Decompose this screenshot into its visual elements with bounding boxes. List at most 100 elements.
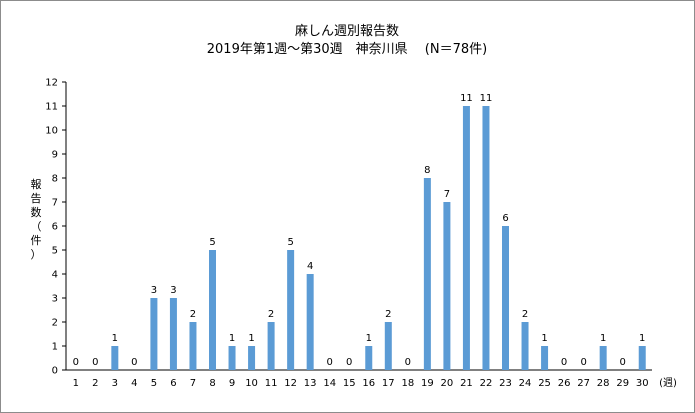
data-label: 0 <box>405 357 411 368</box>
y-tick-label: 9 <box>52 150 58 161</box>
data-label: 0 <box>327 357 333 368</box>
x-axis-ticks: 1 2 3 4 5 6 7 8 9 10 11 12 13 14 15 16 17 18 19 20 21 22 23 24 2… <box>73 378 649 389</box>
data-label: 0 <box>131 357 137 368</box>
x-tick-label: 7 <box>190 378 196 389</box>
data-label: 1 <box>112 333 118 344</box>
bar <box>443 202 451 370</box>
data-label: 1 <box>229 333 235 344</box>
bar <box>384 322 392 370</box>
x-tick-label: 28 <box>597 378 610 389</box>
chart-title: 麻しん週別報告数 <box>295 24 399 39</box>
chart-subtitle: 2019年第1週～第30週 神奈川県 (N＝78件) <box>207 42 487 57</box>
x-tick-label: 17 <box>382 378 395 389</box>
data-label: 0 <box>580 357 586 368</box>
x-tick-label: 15 <box>343 378 356 389</box>
x-tick-label: 12 <box>284 378 297 389</box>
x-tick-label: 6 <box>170 378 176 389</box>
data-label: 4 <box>307 261 313 272</box>
x-tick-label: 29 <box>616 378 629 389</box>
bar <box>462 106 470 370</box>
bar <box>306 274 314 370</box>
y-tick-label: 12 <box>45 78 58 89</box>
x-tick-label: 16 <box>362 378 375 389</box>
data-label: 5 <box>287 237 293 248</box>
data-label: 1 <box>639 333 645 344</box>
data-label: 1 <box>248 333 254 344</box>
data-label: 0 <box>561 357 567 368</box>
x-tick-label: 8 <box>209 378 215 389</box>
x-tick-label: 1 <box>73 378 79 389</box>
bar <box>209 250 216 370</box>
x-tick-label: 19 <box>421 378 434 389</box>
x-tick-label: 22 <box>480 378 493 389</box>
data-label: 2 <box>268 309 274 320</box>
data-label: 8 <box>424 165 430 176</box>
y-tick-label: 8 <box>52 174 58 185</box>
bar <box>111 346 119 370</box>
data-label: 1 <box>541 333 547 344</box>
y-tick-label: 11 <box>45 102 58 113</box>
x-tick-label: 21 <box>460 378 473 389</box>
bar <box>287 250 295 370</box>
x-tick-label: 3 <box>112 378 118 389</box>
y-tick-label: 5 <box>52 246 58 257</box>
y-tick-label: 7 <box>52 198 58 209</box>
bar <box>541 346 549 370</box>
y-tick-label: 0 <box>52 366 58 377</box>
data-label: 6 <box>502 213 508 224</box>
bar <box>228 346 236 370</box>
data-label: 0 <box>620 357 626 368</box>
bar <box>423 178 431 370</box>
bar <box>365 346 373 370</box>
data-label: 5 <box>209 237 215 248</box>
x-tick-label: 24 <box>519 378 532 389</box>
data-label: 11 <box>460 93 473 104</box>
y-axis-label-char: ） <box>31 248 42 261</box>
x-tick-label: 20 <box>441 378 454 389</box>
data-label: 3 <box>151 285 157 296</box>
x-tick-label: 14 <box>323 378 336 389</box>
y-tick-label: 10 <box>45 126 58 137</box>
bar <box>248 346 256 370</box>
y-tick-label: 1 <box>52 342 58 353</box>
y-tick-label: 2 <box>52 318 58 329</box>
x-tick-label: 30 <box>636 378 649 389</box>
data-label: 3 <box>170 285 176 296</box>
y-axis-label-char: （ <box>31 220 42 233</box>
bar <box>150 298 158 370</box>
bar <box>482 106 490 370</box>
data-label: 2 <box>385 309 391 320</box>
x-tick-label: 5 <box>151 378 157 389</box>
data-label: 2 <box>522 309 528 320</box>
x-tick-label: 18 <box>401 378 414 389</box>
x-tick-label: 26 <box>558 378 571 389</box>
y-axis-label-char: 告 <box>31 192 42 205</box>
data-label: 0 <box>92 357 98 368</box>
x-tick-label: 23 <box>499 378 512 389</box>
x-tick-label: 4 <box>131 378 137 389</box>
data-label: 1 <box>600 333 606 344</box>
x-tick-label: 27 <box>577 378 590 389</box>
x-tick-label: 9 <box>229 378 235 389</box>
x-axis-label: (週) <box>659 377 677 389</box>
data-label: 2 <box>190 309 196 320</box>
x-tick-label: 13 <box>304 378 317 389</box>
y-tick-label: 4 <box>52 270 58 281</box>
y-tick-label: 3 <box>52 294 58 305</box>
bar <box>521 322 529 370</box>
bar <box>267 322 275 370</box>
x-tick-label: 10 <box>245 378 258 389</box>
y-axis-label-char: 報 <box>31 178 42 191</box>
x-tick-label: 11 <box>265 378 278 389</box>
bar <box>638 346 646 370</box>
bars <box>111 106 646 370</box>
data-label: 1 <box>366 333 372 344</box>
bar <box>169 298 177 370</box>
data-label: 11 <box>480 93 493 104</box>
data-label: 0 <box>346 357 352 368</box>
data-label: 7 <box>444 189 450 200</box>
y-axis-label: 報告数（件） <box>31 178 42 261</box>
